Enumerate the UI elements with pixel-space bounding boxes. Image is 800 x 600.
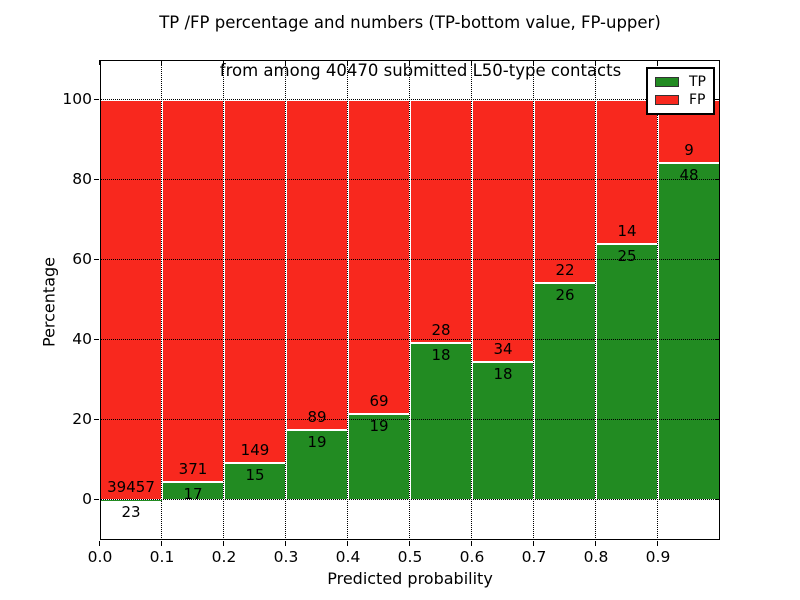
fp-count-label: 28 (431, 321, 451, 340)
gridline-x (533, 60, 534, 540)
tp-count-label: 19 (369, 416, 389, 435)
gridline-y (100, 259, 720, 260)
tp-count-label: 25 (617, 246, 637, 265)
y-tick-mark (94, 99, 99, 101)
chart-title: TP /FP percentage and numbers (TP-bottom… (10, 11, 800, 107)
y-tick-label: 80 (72, 170, 92, 188)
bar-segment-fp (286, 100, 348, 430)
fp-count-label: 89 (307, 407, 327, 426)
fp-count-label: 22 (555, 261, 575, 280)
gridline-x (657, 60, 658, 540)
fp-count-label: 9 (684, 141, 694, 160)
fp-count-label: 34 (493, 339, 513, 358)
y-tick-label: 0 (82, 490, 92, 508)
gridline-y (100, 499, 720, 500)
y-tick-mark (94, 259, 99, 261)
legend-swatch-tp (655, 77, 679, 87)
fp-count-label: 39457 (107, 477, 155, 496)
gridline-x (595, 60, 596, 540)
fp-count-label: 149 (240, 441, 270, 460)
legend-swatch-fp (655, 95, 679, 105)
tp-count-label: 26 (555, 286, 575, 305)
gridline-x (285, 60, 286, 540)
x-tick-mark (657, 541, 659, 546)
x-tick-label: 0.6 (459, 548, 485, 566)
gridline-x (471, 60, 472, 540)
chart-title-line1: TP /FP percentage and numbers (TP-bottom… (159, 13, 661, 32)
gridline-x (347, 60, 348, 540)
bar-segment-fp (224, 100, 286, 464)
y-tick-label: 100 (62, 90, 92, 108)
x-tick-mark (285, 541, 287, 546)
gridline-y (100, 419, 720, 420)
x-tick-mark-top (99, 60, 101, 65)
bar-segment-tp (658, 163, 720, 500)
gridline-x (223, 60, 224, 540)
bar-segment-tp (596, 243, 658, 500)
tp-count-label: 17 (183, 485, 203, 504)
fp-count-label: 69 (369, 391, 389, 410)
y-tick-label: 20 (72, 410, 92, 428)
x-tick-label: 0.2 (211, 548, 237, 566)
x-axis-label: Predicted probability (327, 569, 493, 588)
x-tick-label: 0.3 (273, 548, 299, 566)
y-tick-mark (94, 339, 99, 341)
y-tick-mark (94, 499, 99, 501)
bar-segment-fp (534, 100, 596, 284)
tp-count-label: 15 (245, 466, 265, 485)
x-tick-mark (409, 541, 411, 546)
legend-label-fp: FP (689, 92, 706, 108)
tp-count-label: 18 (431, 346, 451, 365)
tp-count-label: 18 (493, 364, 513, 383)
fp-count-label: 14 (617, 221, 637, 240)
bar-segment-fp (410, 100, 472, 344)
gridline-y (100, 179, 720, 180)
bar-segment-fp (100, 100, 162, 500)
y-tick-label: 60 (72, 250, 92, 268)
bar-segment-tp (472, 361, 534, 500)
tp-count-label: 19 (307, 432, 327, 451)
x-tick-mark (347, 541, 349, 546)
x-tick-label: 0.1 (149, 548, 175, 566)
x-tick-mark (161, 541, 163, 546)
bar-segment-fp (348, 100, 410, 414)
legend-entry-fp: FP (655, 93, 706, 107)
y-tick-mark (94, 179, 99, 181)
gridline-x (409, 60, 410, 540)
gridline-y (100, 339, 720, 340)
x-tick-label: 0.9 (645, 548, 671, 566)
x-tick-label: 0.0 (87, 548, 113, 566)
chart-title-line2: from among 40470 submitted L50-type cont… (219, 61, 622, 80)
x-tick-mark (533, 541, 535, 546)
legend-entry-tp: TP (655, 75, 706, 89)
bar-segment-fp (162, 100, 224, 483)
x-tick-mark (99, 541, 101, 546)
x-tick-label: 0.5 (397, 548, 423, 566)
legend-label-tp: TP (689, 74, 706, 90)
x-tick-mark (471, 541, 473, 546)
bar-segment-fp (596, 100, 658, 244)
x-tick-mark (223, 541, 225, 546)
gridline-x (161, 60, 162, 540)
y-tick-label: 40 (72, 330, 92, 348)
y-tick-mark (94, 419, 99, 421)
legend: TP FP (646, 67, 715, 115)
fp-count-label: 371 (178, 460, 208, 479)
x-tick-label: 0.4 (335, 548, 361, 566)
x-tick-label: 0.8 (583, 548, 609, 566)
x-tick-mark (595, 541, 597, 546)
tp-count-label: 48 (679, 166, 699, 185)
tp-count-label: 23 (121, 502, 141, 521)
gridline-y (100, 99, 720, 100)
x-tick-label: 0.7 (521, 548, 547, 566)
bar-segment-tp (534, 283, 596, 500)
